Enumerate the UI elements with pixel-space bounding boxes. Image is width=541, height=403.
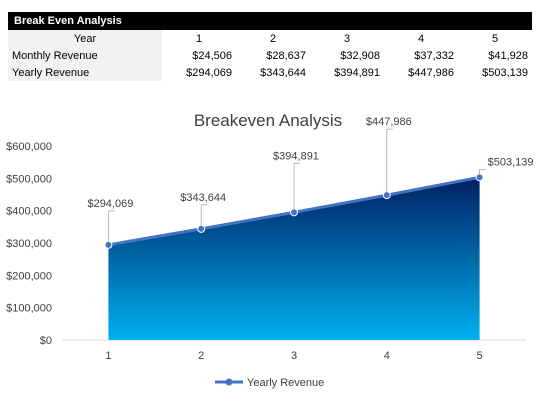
value-cell[interactable]: $503,139 bbox=[482, 66, 528, 79]
series-area bbox=[108, 177, 480, 340]
value-cell[interactable]: $394,891 bbox=[334, 66, 380, 79]
value-cell[interactable]: $343,644 bbox=[260, 66, 306, 79]
x-tick-label: 5 bbox=[477, 350, 483, 362]
data-label: $503,139 bbox=[488, 156, 534, 168]
y-tick-label: $400,000 bbox=[6, 206, 52, 218]
data-label: $447,986 bbox=[366, 116, 412, 128]
row-label-cell[interactable]: Yearly Revenue bbox=[8, 64, 162, 81]
y-tick-label: $100,000 bbox=[6, 303, 52, 315]
x-tick-label: 4 bbox=[384, 350, 390, 362]
table-row: Yearly Revenue $294,069 $343,644 $394,89… bbox=[8, 64, 532, 81]
y-tick-label: $0 bbox=[40, 335, 52, 347]
row-label-cell[interactable]: Monthly Revenue bbox=[8, 47, 162, 64]
breakeven-chart[interactable]: Breakeven Analysis $0 $100,000 $200,000 $30… bbox=[0, 100, 541, 403]
table-header-row: Year 1 2 3 4 5 bbox=[8, 30, 532, 47]
data-label: $343,644 bbox=[180, 192, 226, 204]
x-tick-label: 2 bbox=[198, 350, 204, 362]
value-cell[interactable]: $294,069 bbox=[186, 66, 232, 79]
value-cell[interactable]: $41,928 bbox=[488, 49, 528, 62]
data-label: $394,891 bbox=[273, 150, 319, 162]
y-tick-label: $200,000 bbox=[6, 270, 52, 282]
value-cell[interactable]: $24,506 bbox=[192, 49, 232, 62]
value-cell[interactable]: $447,986 bbox=[408, 66, 454, 79]
data-point bbox=[290, 208, 298, 217]
data-point bbox=[382, 191, 391, 200]
year-cell[interactable]: 5 bbox=[491, 32, 499, 45]
x-tick-label: 3 bbox=[291, 350, 297, 362]
data-point bbox=[475, 173, 484, 182]
year-cell[interactable]: 2 bbox=[269, 32, 277, 45]
y-tick-label: $500,000 bbox=[6, 173, 52, 185]
sheet-title[interactable]: Break Even Analysis bbox=[8, 12, 532, 30]
data-label: $294,069 bbox=[87, 198, 133, 210]
y-tick-label: $600,000 bbox=[6, 141, 52, 153]
data-point bbox=[197, 224, 206, 233]
year-cell[interactable]: 3 bbox=[343, 32, 351, 45]
year-cell[interactable]: 4 bbox=[417, 32, 425, 45]
legend-label: Yearly Revenue bbox=[247, 377, 324, 389]
legend-marker bbox=[225, 378, 233, 386]
x-tick-label: 1 bbox=[105, 350, 111, 362]
y-tick-label: $300,000 bbox=[6, 238, 52, 250]
table-row: Monthly Revenue $24,506 $28,637 $32,908 … bbox=[8, 47, 532, 64]
value-cell[interactable]: $32,908 bbox=[340, 49, 380, 62]
value-cell[interactable]: $37,332 bbox=[414, 49, 454, 62]
revenue-table: Year 1 2 3 4 5 Monthly Revenue $24,506 $… bbox=[8, 30, 532, 81]
year-header-cell[interactable]: Year bbox=[8, 30, 162, 47]
data-point bbox=[104, 240, 113, 249]
value-cell[interactable]: $28,637 bbox=[266, 49, 306, 62]
plot-area: $0 $100,000 $200,000 $300,000 $400,000 $500,0… bbox=[6, 116, 533, 389]
chart-title: Breakeven Analysis bbox=[194, 111, 342, 130]
year-cell[interactable]: 1 bbox=[195, 32, 203, 45]
